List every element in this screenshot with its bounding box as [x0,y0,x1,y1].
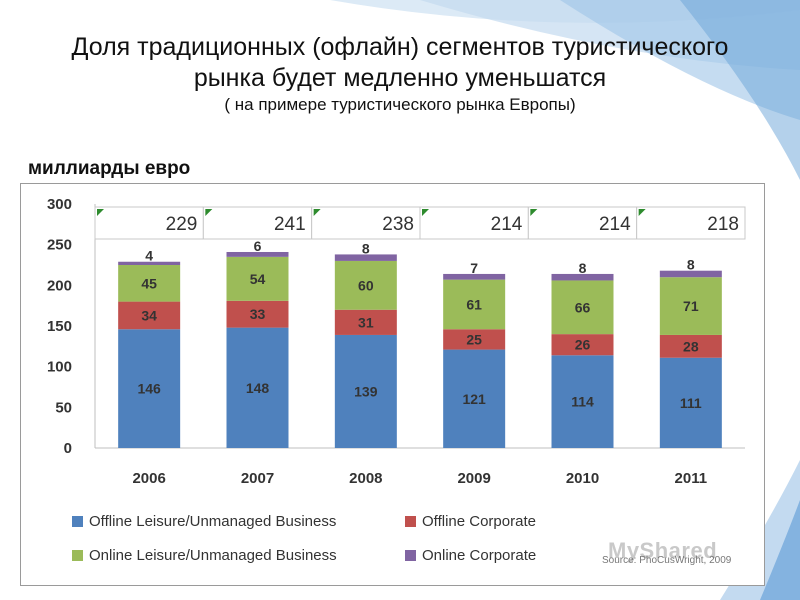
y-tick-label: 100 [47,359,72,376]
total-box-marker [313,209,321,216]
bar-segment [226,256,289,301]
title-line-2: рынка будет медленно уменьшатся [193,64,607,92]
data-label: 25 [466,331,482,347]
total-box [311,206,421,240]
data-label: 6 [254,238,262,254]
bar-segment [334,309,397,335]
bar-segment [118,329,181,448]
total-label: 238 [382,214,414,235]
stacked-bar-chart: 0 50 100 150 200 250 300 229 241 238 214 214 218 146 3… [47,196,746,564]
bar-segment [226,327,289,448]
legend-label: Offline Corporate [422,513,536,530]
x-tick-label: 2011 [675,470,708,487]
data-label: 54 [250,271,266,287]
bar-segment [118,265,181,302]
y-tick-label: 250 [47,237,72,254]
bar-segment [118,301,181,330]
legend-label: Offline Leisure/Unmanaged Business [89,513,336,530]
slide-subtitle: ( на примере туристического рынка Европы… [224,95,576,114]
x-tick-label: 2008 [349,470,382,487]
bar-segment [226,251,289,257]
watermark: MyShared [608,538,718,563]
y-tick-label: 0 [64,440,72,457]
x-tick-label: 2006 [132,470,165,487]
data-label: 45 [141,275,157,291]
y-tick-label: 200 [47,277,72,294]
bar-segment [443,349,506,448]
y-tick-label: 150 [47,318,72,335]
total-box-marker [422,209,429,216]
bar-segment [659,270,722,278]
total-box [527,206,638,240]
legend-label: Online Leisure/Unmanaged Business [89,547,337,564]
x-tick-label: 2009 [457,470,490,487]
data-label: 66 [575,299,591,315]
data-label: 4 [145,248,153,264]
bar-segment [334,260,397,310]
bar-segment [551,355,614,448]
data-label: 146 [137,381,161,397]
bar-segment [659,277,722,335]
bar-segment [551,334,614,356]
total-label: 241 [274,214,306,235]
bar-segment [551,280,614,335]
slide-title: Доля традиционных (офлайн) сегментов тур… [0,32,800,94]
data-label: 26 [575,337,591,353]
x-tick-label: 2007 [241,470,274,487]
legend-label: Online Corporate [422,547,536,564]
total-box-marker [205,209,213,216]
total-box [636,206,746,240]
data-label: 7 [470,260,478,276]
data-label: 121 [462,391,486,407]
total-label: 214 [491,214,523,235]
legend-swatch [405,516,416,527]
total-label: 229 [166,214,198,235]
total-box-marker [530,209,538,216]
data-label: 114 [571,394,594,410]
bar-segment [226,300,289,328]
bar-segment [659,357,722,448]
unit-label: миллиарды евро [28,158,191,179]
total-label: 218 [707,214,739,235]
y-tick-label: 300 [47,196,72,213]
legend-swatch [72,516,83,527]
data-label: 8 [687,257,695,273]
bar-segment [334,254,397,261]
data-label: 31 [358,314,374,330]
total-box-marker [638,209,646,216]
data-label: 33 [250,306,266,322]
total-box [419,206,529,240]
total-box-marker [97,209,104,216]
data-label: 71 [683,298,699,314]
total-label: 214 [599,214,631,235]
legend-swatch [72,550,83,561]
source-note: Source: PhoCusWright, 2009 [602,555,732,566]
data-label: 139 [354,383,378,399]
bar-segment [443,329,506,350]
data-label: 34 [141,307,157,323]
bar-segment [551,273,614,281]
bar-segment [659,334,722,358]
bar-segment [443,273,506,280]
data-label: 8 [362,240,370,256]
data-label: 111 [680,395,702,411]
bar-segment [118,261,181,265]
bar-segment [443,279,506,330]
data-label: 28 [683,338,699,354]
data-label: 8 [579,260,587,276]
data-label: 60 [358,277,374,293]
data-label: 148 [246,380,270,396]
legend-swatch [405,550,416,561]
y-tick-label: 50 [55,399,72,416]
data-label: 61 [466,296,482,312]
bar-segment [334,334,397,448]
total-box [202,206,313,240]
x-tick-label: 2010 [566,470,599,487]
title-line-1: Доля традиционных (офлайн) сегментов тур… [71,33,729,61]
total-box [94,206,204,240]
